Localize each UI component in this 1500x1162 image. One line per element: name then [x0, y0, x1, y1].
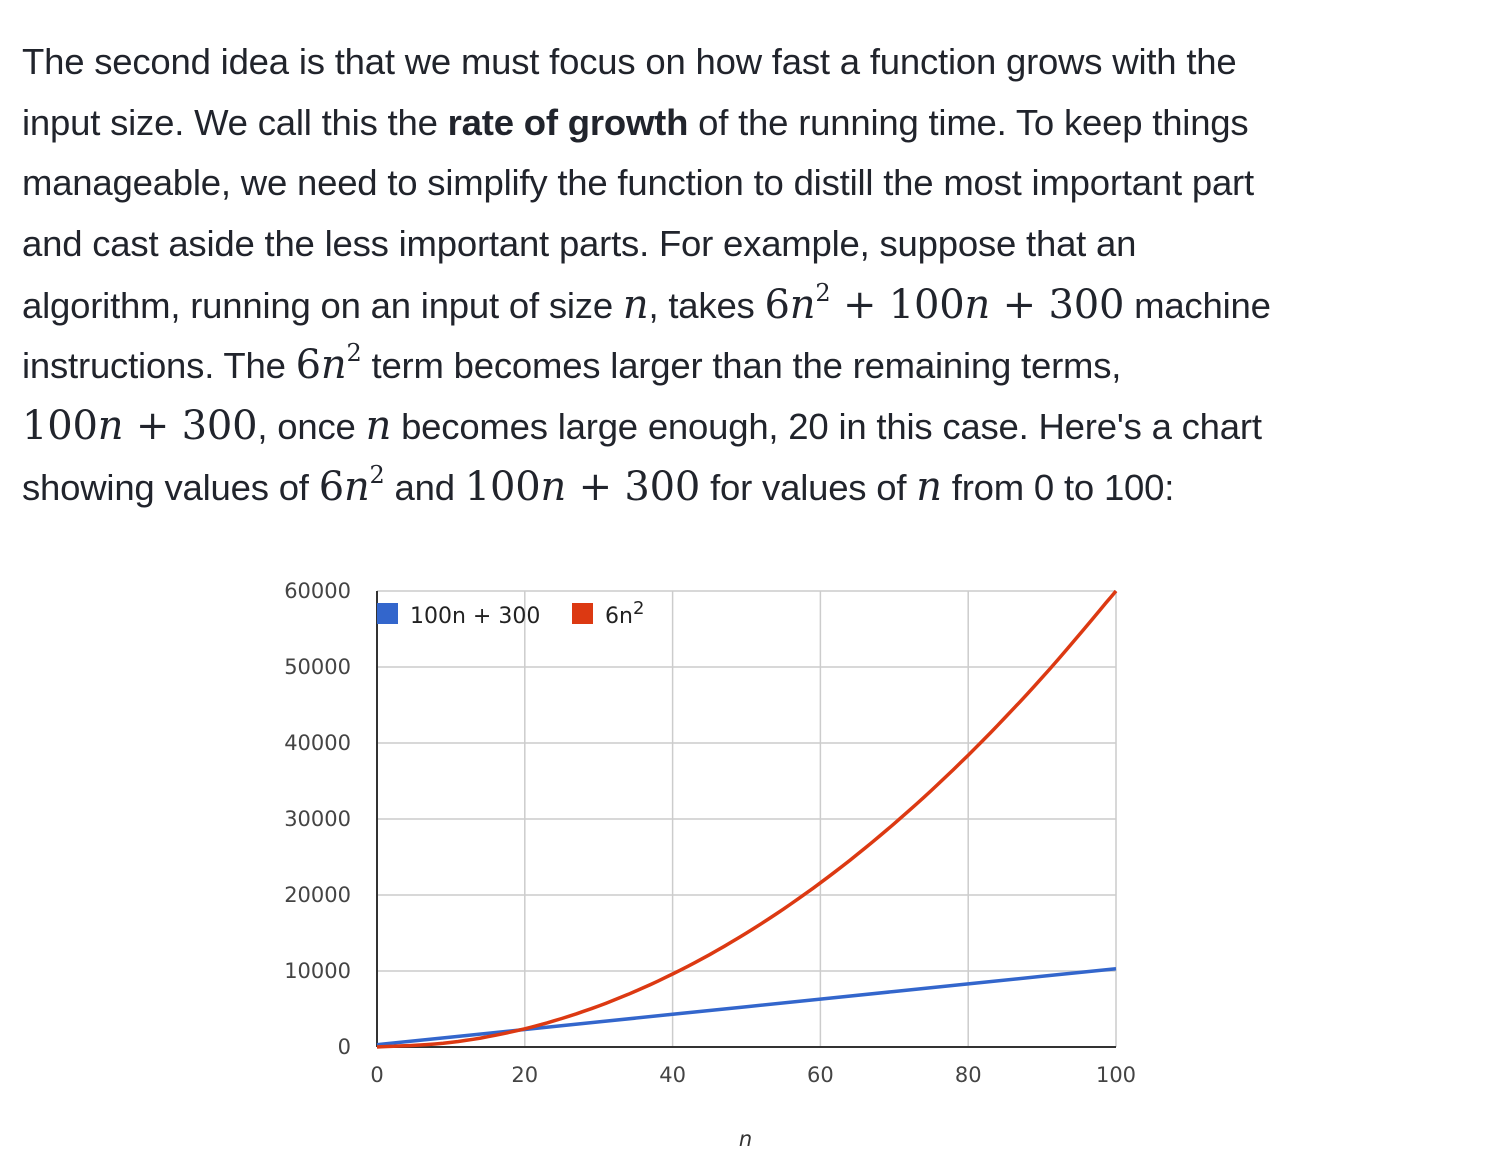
y-tick-label: 20000 — [284, 883, 351, 907]
paragraph-line: 100n + 300, once n becomes large enough,… — [22, 403, 1262, 450]
y-tick-label: 60000 — [284, 579, 351, 603]
paragraph-line: The second idea is that we must focus on… — [22, 41, 1237, 82]
x-tick-label: 40 — [659, 1063, 686, 1087]
math-n: n — [365, 403, 392, 450]
legend-label: 6n2 — [605, 598, 644, 629]
y-tick-label: 40000 — [284, 731, 351, 755]
y-tick-label: 50000 — [284, 655, 351, 679]
math-6n2: 6n2 — [295, 339, 362, 389]
paragraph-line: algorithm, running on an input of size n… — [22, 278, 1271, 328]
y-tick-label: 0 — [338, 1035, 351, 1059]
paragraph-line: showing values of 6n2 and 100n + 300 for… — [22, 460, 1175, 510]
y-tick-label: 30000 — [284, 807, 351, 831]
x-tick-label: 100 — [1096, 1063, 1136, 1087]
legend-label: 100n + 300 — [410, 604, 540, 629]
math-formula-full: 6n2 + 100n + 300 — [764, 278, 1125, 328]
y-tick-label: 10000 — [284, 959, 351, 983]
paragraph-line: input size. We call this the rate of gro… — [22, 101, 1249, 143]
math-n: n — [622, 281, 649, 328]
math-100n-300: 100n + 300 — [464, 463, 701, 510]
paragraph-line: manageable, we need to simplify the func… — [22, 162, 1254, 204]
math-6n2: 6n2 — [318, 460, 385, 510]
series-line-linear — [376, 966, 1117, 1047]
paragraph-line: instructions. The 6n2 term becomes large… — [22, 339, 1122, 389]
math-100n-300: 100n + 300 — [22, 403, 258, 450]
legend-swatch — [377, 603, 398, 624]
explanation-paragraph: The second idea is that we must focus on… — [22, 32, 1422, 518]
paragraph-line: and cast aside the less important parts.… — [22, 223, 1137, 265]
rate-of-growth-term: rate of growth — [447, 101, 689, 143]
x-tick-label: 20 — [511, 1063, 538, 1087]
math-n: n — [916, 463, 942, 510]
series-line-quadratic — [376, 589, 1118, 1049]
x-tick-label: 0 — [370, 1063, 383, 1087]
growth-line-chart: 0 10000 20000 30000 40000 50000 60000 0 20 40 60 80… — [284, 579, 1136, 1151]
x-tick-label: 80 — [955, 1063, 982, 1087]
x-tick-label: 60 — [807, 1063, 834, 1087]
x-axis-label: n — [739, 1127, 752, 1151]
legend-swatch — [572, 603, 593, 624]
